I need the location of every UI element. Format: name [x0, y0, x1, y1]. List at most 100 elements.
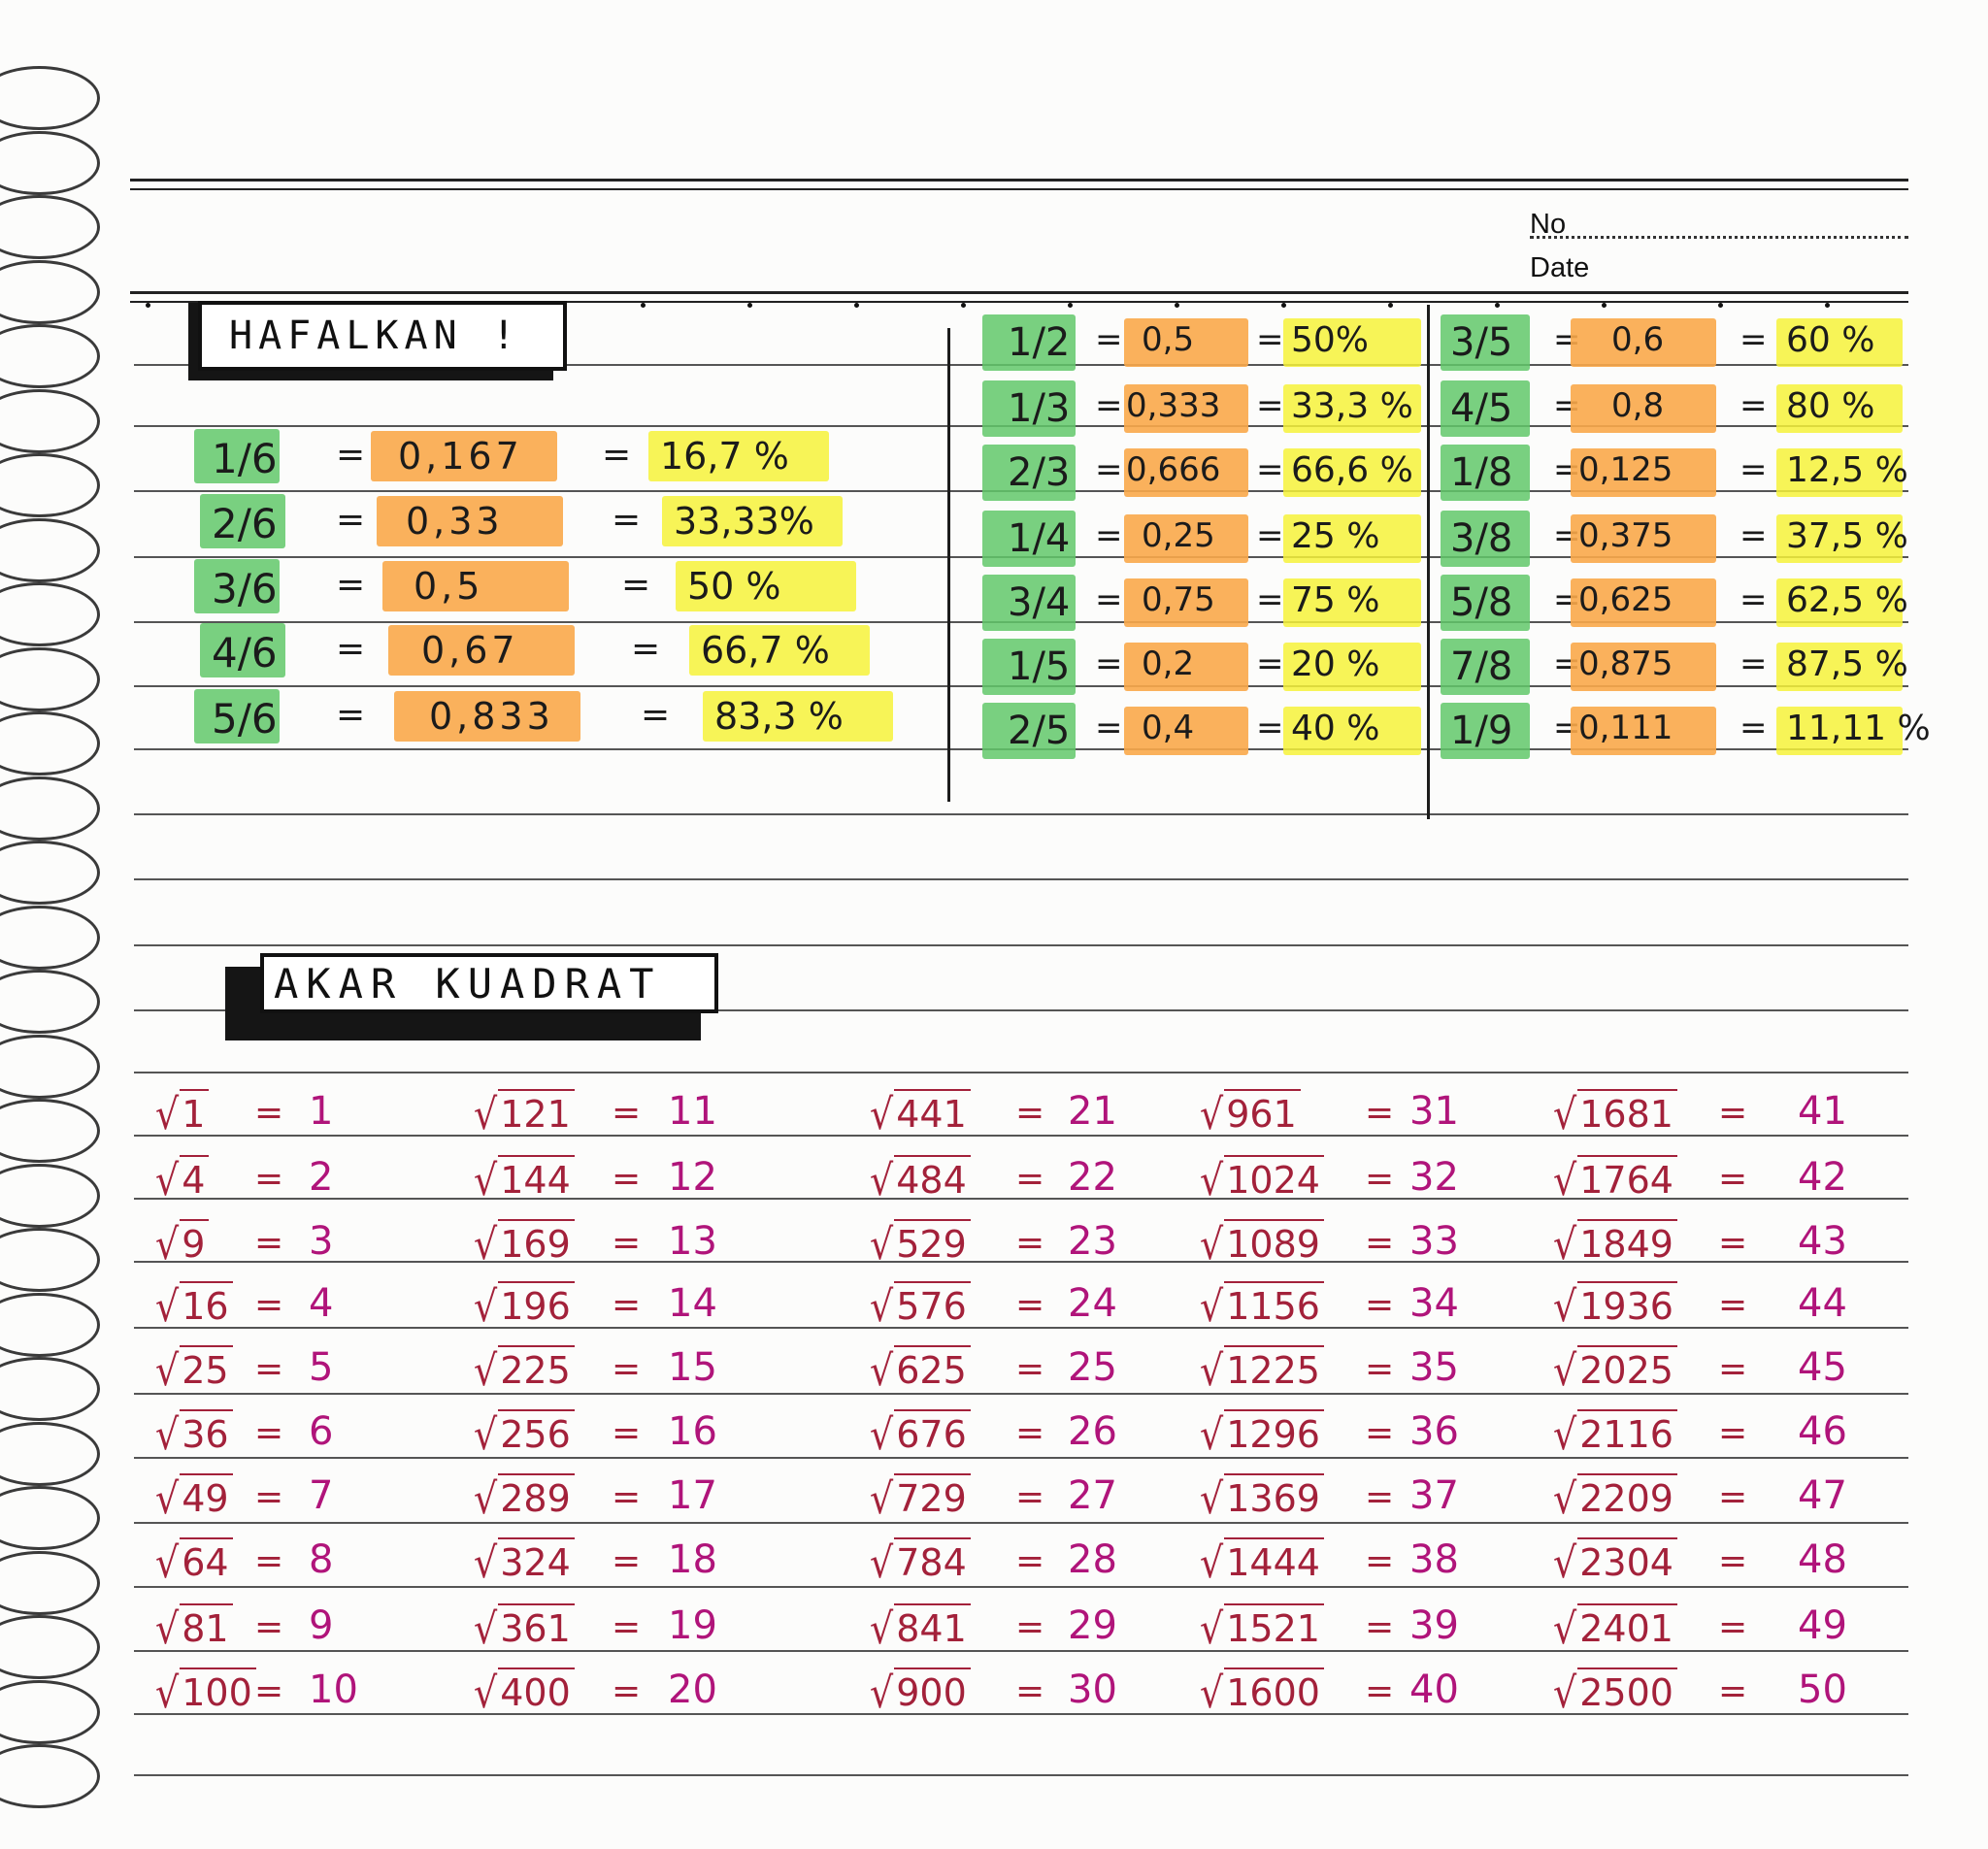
binder-ring: [0, 130, 100, 195]
radicand: 1156: [1224, 1281, 1324, 1328]
equals-sign: =: [254, 1349, 284, 1389]
sqrt-symbol: √: [1553, 1219, 1577, 1270]
ruler-tick: [1495, 303, 1500, 308]
radicand: 2025: [1577, 1345, 1677, 1392]
equals-sign: =: [1095, 516, 1123, 555]
equals-sign: =: [612, 1349, 642, 1389]
header-bottom-rule-2: [130, 301, 1908, 303]
decimal-value: 0,666: [1126, 450, 1221, 489]
percent-highlight: [1283, 643, 1421, 691]
equals-sign: =: [612, 1093, 642, 1133]
root-result: 30: [1068, 1667, 1117, 1712]
equals-sign: =: [631, 629, 661, 669]
fraction-label: 1/8: [1450, 450, 1513, 495]
root-result: 41: [1798, 1089, 1847, 1134]
radicand: 361: [498, 1603, 575, 1650]
sqrt-symbol: √: [155, 1537, 180, 1588]
ruler-tick: [1175, 303, 1179, 308]
radicand: 225: [498, 1345, 575, 1392]
ruled-line: [134, 1009, 1908, 1011]
ruler-tick: [1388, 303, 1393, 308]
sqrt-symbol: √: [474, 1089, 498, 1139]
equals-sign: =: [1015, 1159, 1045, 1199]
sqrt-expression: √121: [474, 1089, 575, 1139]
sqrt-symbol: √: [1200, 1409, 1224, 1460]
equals-sign: =: [1740, 516, 1768, 555]
divider-right: [1427, 305, 1430, 819]
sqrt-symbol: √: [155, 1155, 180, 1205]
binder-ring: [0, 1486, 100, 1550]
sqrt-expression: √256: [474, 1409, 575, 1459]
fraction-highlight: [982, 314, 1076, 371]
fraction-label: 1/3: [1008, 386, 1071, 431]
radicand: 784: [894, 1537, 971, 1584]
binder-ring: [0, 517, 100, 582]
sqrt-expression: √2500: [1553, 1667, 1677, 1717]
root-result: 8: [309, 1537, 334, 1582]
percent-highlight: [1776, 707, 1903, 755]
fraction-highlight: [982, 511, 1076, 567]
fraction-highlight: [1441, 511, 1530, 567]
binder-ring: [0, 324, 100, 388]
sqrt-symbol: √: [1553, 1409, 1577, 1460]
equals-sign: =: [1740, 709, 1768, 747]
sqrt-expression: √729: [870, 1473, 971, 1523]
decimal-value: 0,375: [1578, 516, 1673, 555]
decimal-value: 0,625: [1578, 580, 1673, 619]
equals-sign: =: [1015, 1607, 1045, 1647]
header-top-rule-2: [130, 188, 1908, 190]
decimal-value: 0,33: [406, 500, 504, 543]
equals-sign: =: [1365, 1093, 1395, 1133]
decimal-highlight: [1571, 643, 1716, 691]
binder-ring: [0, 1163, 100, 1228]
root-result: 20: [668, 1667, 717, 1712]
binder-ring: [0, 1615, 100, 1679]
root-result: 18: [668, 1537, 717, 1582]
equals-sign: =: [254, 1285, 284, 1325]
sqrt-symbol: √: [474, 1473, 498, 1524]
percent-value: 33,3 %: [1291, 386, 1413, 426]
fraction-highlight: [1441, 639, 1530, 695]
sqrt-expression: √1444: [1200, 1537, 1324, 1587]
sqrt-expression: √1089: [1200, 1219, 1324, 1269]
equals-sign: =: [1740, 644, 1768, 683]
equals-sign: =: [1365, 1285, 1395, 1325]
root-result: 21: [1068, 1089, 1117, 1134]
sqrt-expression: √1600: [1200, 1667, 1324, 1717]
sqrt-expression: √9: [155, 1219, 210, 1269]
fraction-highlight: [1441, 314, 1530, 371]
equals-sign: =: [254, 1093, 284, 1133]
equals-sign: =: [1365, 1541, 1395, 1581]
binder-ring: [0, 776, 100, 841]
sqrt-expression: √400: [474, 1667, 575, 1717]
ruled-line: [134, 1072, 1908, 1073]
ruled-line: [134, 1774, 1908, 1776]
sqrt-expression: √784: [870, 1537, 971, 1587]
fraction-label: 1/9: [1450, 709, 1513, 753]
equals-sign: =: [1015, 1349, 1045, 1389]
decimal-value: 0,67: [421, 629, 519, 672]
decimal-highlight: [1571, 318, 1716, 367]
radicand: 484: [894, 1155, 971, 1202]
equals-sign: =: [1718, 1607, 1748, 1647]
fraction-highlight: [982, 639, 1076, 695]
sqrt-symbol: √: [474, 1409, 498, 1460]
decimal-value: 0,875: [1578, 644, 1673, 683]
equals-sign: =: [612, 1671, 642, 1711]
binder-ring: [0, 1744, 100, 1808]
equals-sign: =: [1256, 386, 1284, 425]
root-result: 1: [309, 1089, 334, 1134]
sqrt-symbol: √: [870, 1089, 894, 1139]
equals-sign: =: [621, 565, 651, 605]
root-result: 29: [1068, 1603, 1117, 1648]
binder-ring: [0, 1550, 100, 1615]
radicand: 1444: [1224, 1537, 1324, 1584]
sqrt-symbol: √: [870, 1603, 894, 1654]
sqrt-symbol: √: [1553, 1089, 1577, 1139]
sqrt-symbol: √: [1553, 1345, 1577, 1396]
root-result: 47: [1798, 1473, 1847, 1518]
radicand: 1089: [1224, 1219, 1324, 1266]
sqrt-expression: √49: [155, 1473, 233, 1523]
fraction-label: 7/8: [1450, 644, 1513, 689]
equals-sign: =: [254, 1159, 284, 1199]
